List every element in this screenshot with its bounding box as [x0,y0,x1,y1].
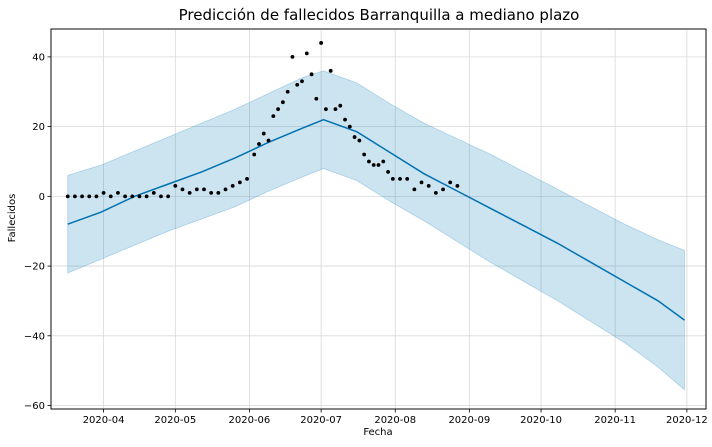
observed-points [65,41,460,199]
observed-point [290,54,295,59]
observed-point [123,194,128,199]
x-tick-label: 2020-06 [229,415,271,426]
x-tick-label: 2020-04 [83,415,125,426]
y-tick-label: −20 [24,262,45,273]
observed-point [151,190,156,195]
y-tick-label: 0 [39,192,45,203]
observed-point [426,183,431,188]
observed-point [295,82,300,87]
observed-point [187,190,192,195]
observed-point [412,187,417,192]
observed-point [314,96,319,101]
observed-point [245,177,249,181]
observed-point [209,190,214,195]
x-tick-label: 2020-10 [520,415,562,426]
observed-point [338,103,343,108]
observed-point [202,187,206,192]
observed-point [309,72,314,77]
y-tick-label: −40 [24,331,45,342]
observed-point [73,194,77,199]
observed-point [80,194,84,199]
observed-point [386,170,390,174]
observed-point [144,194,149,199]
uncertainty-interval [67,70,685,391]
observed-point [362,152,367,157]
observed-point [357,138,362,143]
observed-point [280,100,285,105]
y-tick-label: 20 [32,122,45,133]
observed-point [419,180,424,185]
observed-point [108,194,113,199]
observed-point [257,142,261,146]
observed-point [300,79,304,84]
observed-point [347,124,352,129]
observed-point [261,131,266,136]
x-axis-label: Fecha [363,427,392,438]
observed-point [343,117,347,122]
x-tick-label: 2020-07 [300,415,342,426]
observed-point [376,163,381,167]
x-tick-label: 2020-05 [154,415,196,426]
observed-point [276,107,280,112]
y-axis-label: Fallecidos [7,194,18,243]
forecast-line-layer [67,118,685,321]
observed-point [180,187,185,192]
observed-point [367,159,371,164]
y-axis-ticks: −60 −40 −20 0 20 40 [24,52,51,412]
observed-point [390,177,395,181]
observed-point [448,180,453,185]
x-axis-ticks: 2020-04 2020-05 2020-06 2020-07 2020-08 2020-… [83,409,708,426]
observed-point [223,187,228,192]
observed-point [173,183,178,188]
observed-point [381,159,386,164]
observed-point [101,190,106,195]
observed-point [441,187,445,192]
observed-point [271,114,276,119]
observed-point [237,180,242,185]
forecast-line [67,118,685,321]
observed-point [433,190,438,195]
observed-point [324,107,328,112]
observed-point [371,163,376,167]
observed-point [194,187,199,192]
x-tick-label: 2020-09 [448,415,490,426]
observed-point [87,194,92,199]
x-tick-label: 2020-08 [374,415,416,426]
x-tick-label: 2020-12 [666,415,708,426]
observed-point [455,183,460,188]
observed-point [159,194,163,199]
observed-point [216,190,221,195]
observed-point [266,138,271,143]
plot-frame [50,28,707,410]
y-tick-label: 40 [32,52,45,63]
observed-point [137,194,142,199]
observed-point [94,194,99,199]
observed-point [398,177,402,181]
observed-point [252,152,257,157]
observed-point [319,41,324,45]
observed-point [352,135,357,139]
observed-point [285,89,290,94]
observed-point [328,68,333,73]
observed-point [166,194,171,199]
observed-point [130,194,135,199]
x-tick-label: 2020-11 [594,415,636,426]
uncertainty-band [67,70,685,391]
y-tick-label: −60 [24,401,45,412]
observed-point [116,190,120,195]
observed-point [405,177,410,181]
plot-area [50,28,707,410]
observed-point [304,51,309,56]
observed-point [65,194,70,199]
observed-point [333,107,338,112]
chart-title: Predicción de fallecidos Barranquilla a … [179,6,580,24]
observed-point [230,183,235,188]
